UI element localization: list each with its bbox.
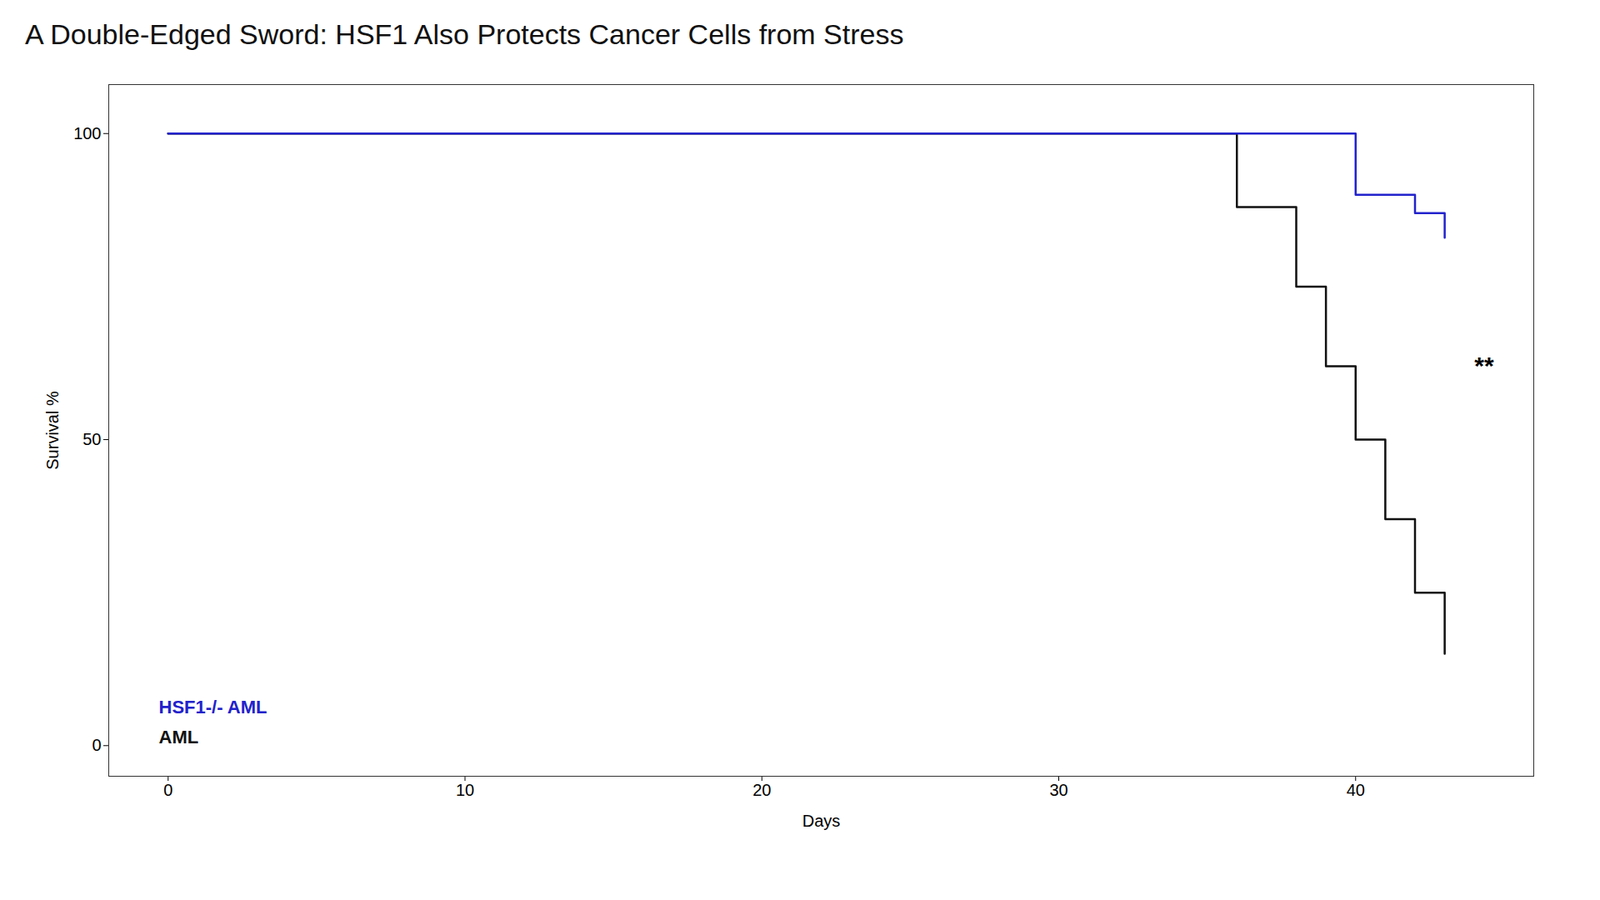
- svg-text:Days: Days: [802, 811, 841, 830]
- svg-text:0: 0: [163, 780, 173, 800]
- svg-text:30: 30: [1049, 780, 1068, 800]
- svg-text:**: **: [1474, 351, 1495, 380]
- svg-text:50: 50: [82, 430, 101, 449]
- svg-text:100: 100: [73, 124, 101, 143]
- html-text:A Double-Edged Sword: HSF1 Als: A Double-Edged Sword: HSF1 Also Protects…: [25, 18, 904, 50]
- svg-text:40: 40: [1346, 780, 1365, 800]
- svg-text:10: 10: [455, 780, 475, 800]
- svg-text:Survival %: Survival %: [43, 390, 62, 470]
- svg-text:AML: AML: [159, 726, 200, 748]
- svg-text:HSF1-/- AML: HSF1-/- AML: [159, 696, 268, 718]
- svg-text:0: 0: [91, 735, 101, 755]
- svg-text:20: 20: [752, 780, 771, 800]
